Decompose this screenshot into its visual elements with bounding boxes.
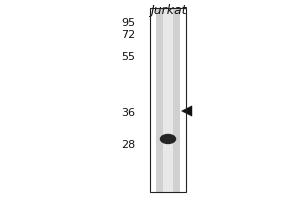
- Text: 36: 36: [121, 108, 135, 118]
- Polygon shape: [182, 106, 192, 116]
- Text: 55: 55: [121, 52, 135, 62]
- Text: 95: 95: [121, 18, 135, 28]
- Bar: [156, 8, 180, 192]
- Bar: [163, 8, 173, 192]
- Text: 28: 28: [121, 140, 135, 150]
- Text: Jurkat: Jurkat: [150, 4, 186, 17]
- Ellipse shape: [160, 134, 176, 144]
- Bar: [150, 8, 186, 192]
- Text: 72: 72: [121, 30, 135, 40]
